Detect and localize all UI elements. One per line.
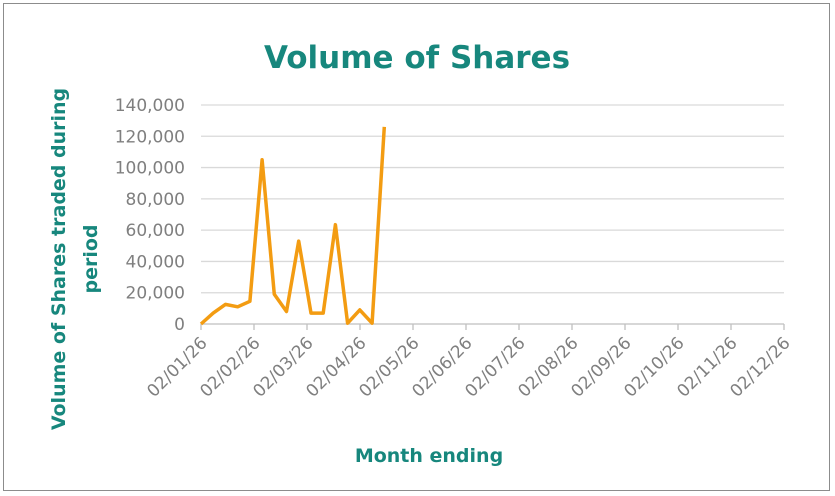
y-tick-label: 0 — [174, 315, 185, 335]
series-layer — [199, 126, 387, 326]
chart-title: Volume of Shares — [264, 40, 570, 76]
series-line — [199, 126, 387, 326]
y-tick-label: 60,000 — [126, 221, 185, 241]
y-tick-label: 40,000 — [126, 252, 185, 272]
y-tick-label: 120,000 — [115, 127, 185, 147]
x-axis-title: Month ending — [355, 445, 503, 467]
y-tick-label: 20,000 — [126, 284, 185, 304]
y-axis-title-line-2: period — [80, 224, 102, 293]
x-axis-ticks: 02/01/2602/02/2602/03/2602/04/2602/05/26… — [143, 324, 795, 402]
gridlines — [201, 104, 784, 325]
y-axis-title: Volume of Shares traded during period — [48, 88, 102, 430]
chart-area: 0 20,000 40,000 60,000 80,000 100,000 120,000 1… — [3, 3, 830, 491]
y-tick-label: 80,000 — [126, 190, 185, 210]
y-axis-ticks: 0 20,000 40,000 60,000 80,000 100,000 120,000 1… — [115, 96, 185, 335]
volume-line-chart: 0 20,000 40,000 60,000 80,000 100,000 120,000 1… — [48, 40, 795, 467]
y-tick-label: 140,000 — [115, 96, 185, 116]
y-axis-title-line-1: Volume of Shares traded during — [48, 88, 70, 430]
y-tick-label: 100,000 — [115, 159, 185, 179]
